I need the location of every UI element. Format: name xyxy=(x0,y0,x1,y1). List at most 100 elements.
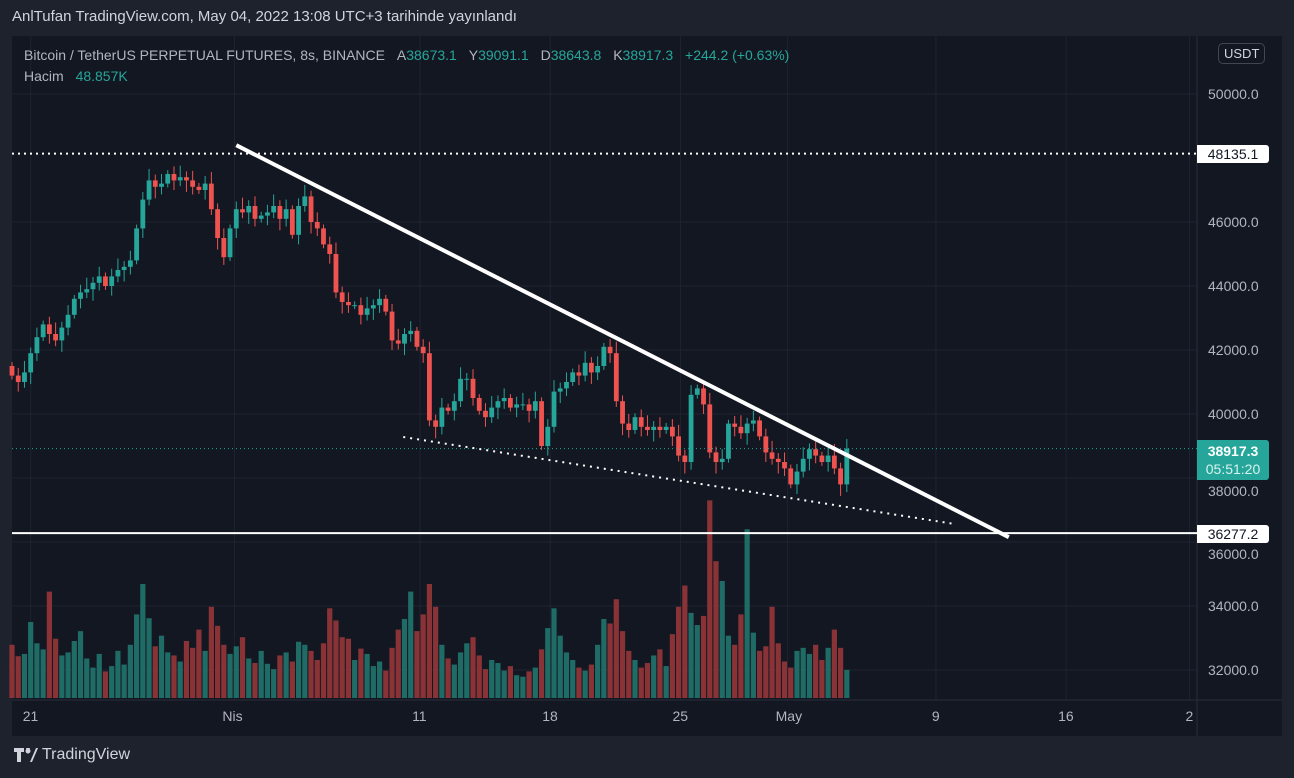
volume-bar xyxy=(345,638,352,698)
candle-body xyxy=(688,394,694,462)
tradingview-logo-icon xyxy=(14,748,38,762)
volume-bar xyxy=(844,669,850,698)
candle-body xyxy=(103,276,108,286)
candle-body xyxy=(333,254,339,293)
open-label: A xyxy=(396,47,407,63)
volume-bar xyxy=(588,664,594,698)
candle-body xyxy=(545,426,551,446)
published-caption: AnlTufan TradingView.com, May 04, 2022 1… xyxy=(12,8,517,25)
volume-bar xyxy=(71,641,77,698)
candle-body xyxy=(152,180,158,187)
volume-bar xyxy=(757,650,763,698)
volume-bar xyxy=(177,661,183,698)
time-axis-label: 9 xyxy=(931,708,940,724)
chart-panel[interactable] xyxy=(12,36,1282,736)
volume-bar xyxy=(794,650,800,698)
volume-bar xyxy=(364,653,370,698)
candle-body xyxy=(190,180,196,187)
volume-bar xyxy=(800,647,806,698)
volume-bar xyxy=(376,661,383,698)
candle-body xyxy=(314,222,320,229)
volume-bar xyxy=(239,637,246,698)
price-axis-label: 32000.0 xyxy=(1208,662,1259,678)
volume-value: 48.857K xyxy=(75,68,128,84)
candle-body xyxy=(377,298,382,306)
candle-body xyxy=(763,436,769,453)
candle-body xyxy=(339,292,345,302)
candle-body xyxy=(532,401,538,411)
time-axis-label: 25 xyxy=(672,708,689,724)
last-price: 38917.3 xyxy=(1207,443,1259,459)
volume-bar xyxy=(289,661,295,698)
candle-body xyxy=(40,324,46,338)
volume-bar xyxy=(59,655,65,698)
volume-bar xyxy=(557,635,563,698)
candle-body xyxy=(595,366,601,373)
volume-bar xyxy=(601,618,607,698)
candle-body xyxy=(346,302,351,306)
volume-bar xyxy=(214,625,221,698)
volume-bar xyxy=(707,500,713,698)
volume-bar xyxy=(339,637,345,698)
volume-bar xyxy=(65,652,71,698)
tradingview-logo[interactable]: TradingView xyxy=(14,746,130,764)
volume-bar xyxy=(15,656,21,698)
candle-body xyxy=(645,426,650,430)
volume-bar xyxy=(314,660,320,698)
volume-bar xyxy=(46,591,52,698)
candle-body xyxy=(22,372,27,382)
candle-body xyxy=(694,388,700,395)
candle-body xyxy=(146,180,152,200)
candle-body xyxy=(115,270,121,277)
volume-bar xyxy=(551,608,557,698)
candle-body xyxy=(246,206,252,213)
candle-body xyxy=(277,206,283,219)
candle-body xyxy=(9,366,15,376)
volume-bar xyxy=(196,629,202,698)
volume-bar xyxy=(90,667,96,698)
candle-body xyxy=(564,382,569,389)
volume-bar xyxy=(358,648,364,698)
price-axis-label: 40000.0 xyxy=(1208,406,1259,422)
candle-body xyxy=(414,330,420,347)
candle-body xyxy=(59,327,65,341)
candle-body xyxy=(134,228,139,261)
volume-label[interactable]: Hacim xyxy=(24,68,64,84)
volume-bar xyxy=(115,650,121,698)
candle-body xyxy=(296,206,301,235)
price-axis-label: 42000.0 xyxy=(1208,342,1259,358)
candle-body xyxy=(420,346,426,354)
candle-body xyxy=(526,404,532,411)
volume-bar xyxy=(532,667,538,698)
volume-bar xyxy=(233,646,239,698)
currency-button[interactable]: USDT xyxy=(1218,43,1266,64)
volume-bar xyxy=(470,637,476,698)
volume-bar xyxy=(607,623,613,698)
candle-body xyxy=(557,388,563,392)
volume-bar xyxy=(408,591,414,698)
volume-bar xyxy=(632,660,638,698)
candle-body xyxy=(177,177,183,181)
price-axis-label: 36000.0 xyxy=(1208,546,1259,562)
volume-bar xyxy=(526,671,532,698)
candle-body xyxy=(140,199,146,229)
candle-body xyxy=(240,209,245,213)
candle-body xyxy=(215,209,220,238)
candle-body xyxy=(520,404,526,406)
volume-bar xyxy=(725,635,732,698)
price-axis-label: 46000.0 xyxy=(1208,214,1259,230)
price-tag-resistance: 48135.1 xyxy=(1197,145,1269,163)
candle-body xyxy=(84,289,90,293)
volume-bar xyxy=(507,666,513,698)
candle-body xyxy=(445,407,451,411)
candle-body xyxy=(78,292,83,299)
volume-bar xyxy=(271,669,277,698)
volume-bar xyxy=(831,629,837,698)
volume-bar xyxy=(190,647,196,698)
high-value: 39091.1 xyxy=(478,47,529,63)
candle-body xyxy=(607,346,613,354)
volume-bar xyxy=(420,614,426,698)
time-axis-label: Nis xyxy=(222,708,243,724)
symbol-name[interactable]: Bitcoin / TetherUS PERPETUAL FUTURES, 8s… xyxy=(24,47,385,63)
